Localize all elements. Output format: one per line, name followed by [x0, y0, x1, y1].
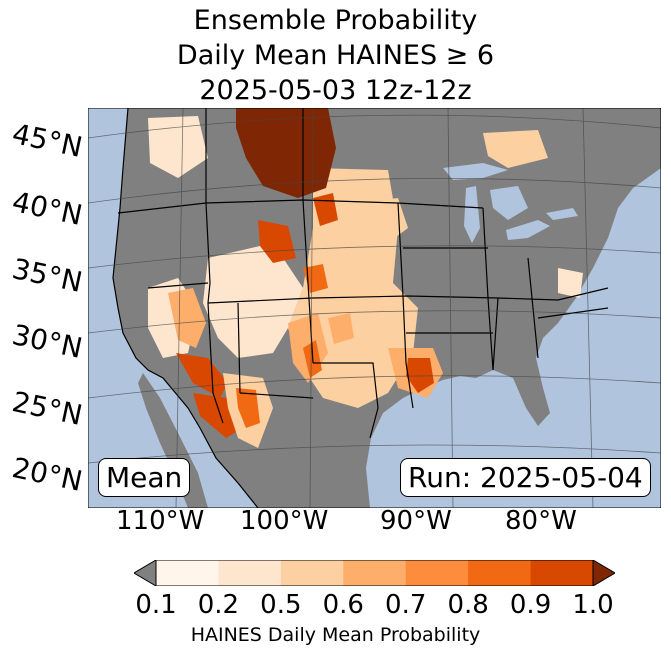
probability-map — [88, 108, 661, 508]
colorbar-tick-label: 0.1 — [135, 590, 177, 620]
colorbar-segment — [218, 560, 282, 586]
longitude-label-90: 90°W — [380, 506, 452, 536]
colorbar-tick-label: 0.6 — [322, 590, 364, 620]
colorbar-segment — [468, 560, 532, 586]
longitude-label-110: 110°W — [116, 506, 205, 536]
colorbar-tick-label: 0.8 — [447, 590, 489, 620]
colorbar-segment — [280, 560, 344, 586]
colorbar-over-arrow — [592, 560, 615, 586]
longitude-label-100: 100°W — [240, 506, 329, 536]
colorbar-tick-label: 0.2 — [197, 590, 240, 620]
baja-peninsula — [138, 373, 208, 508]
colorbar-segment — [405, 560, 469, 586]
chart-title-line-1: Ensemble Probability — [193, 5, 478, 36]
latitude-label-45: 45°N — [9, 117, 86, 164]
state-borders — [112, 108, 609, 508]
colorbar-segment — [156, 560, 219, 586]
colorbar-label: HAINES Daily Mean Probability — [190, 624, 481, 646]
colorbar-tick-label: 0.7 — [385, 590, 427, 620]
colorbar-segment — [343, 560, 407, 586]
colorbar-under-arrow — [134, 560, 157, 586]
graticule — [88, 108, 661, 508]
latitude-label-25: 25°N — [9, 385, 86, 432]
colorbar-tick-label: 0.9 — [509, 590, 552, 620]
chart-title-line-3: 2025-05-03 12z-12z — [199, 75, 472, 106]
colorbar — [134, 560, 615, 586]
probability-shading — [148, 108, 583, 448]
colorbar-tick-label: 0.5 — [260, 590, 302, 620]
longitude-label-80: 80°W — [505, 506, 577, 536]
colorbar-segment — [530, 560, 594, 586]
colorbar-tick-label: 1.0 — [572, 590, 614, 620]
run-date-box: Run: 2025-05-04 — [400, 458, 651, 497]
latitude-label-40: 40°N — [9, 185, 86, 232]
mean-label-box: Mean — [98, 458, 191, 497]
latitude-label-35: 35°N — [9, 252, 86, 299]
latitude-label-30: 30°N — [9, 318, 86, 365]
chart-title-line-2: Daily Mean HAINES ≥ 6 — [176, 40, 495, 71]
great-lakes — [443, 163, 578, 243]
latitude-label-20: 20°N — [9, 451, 86, 498]
